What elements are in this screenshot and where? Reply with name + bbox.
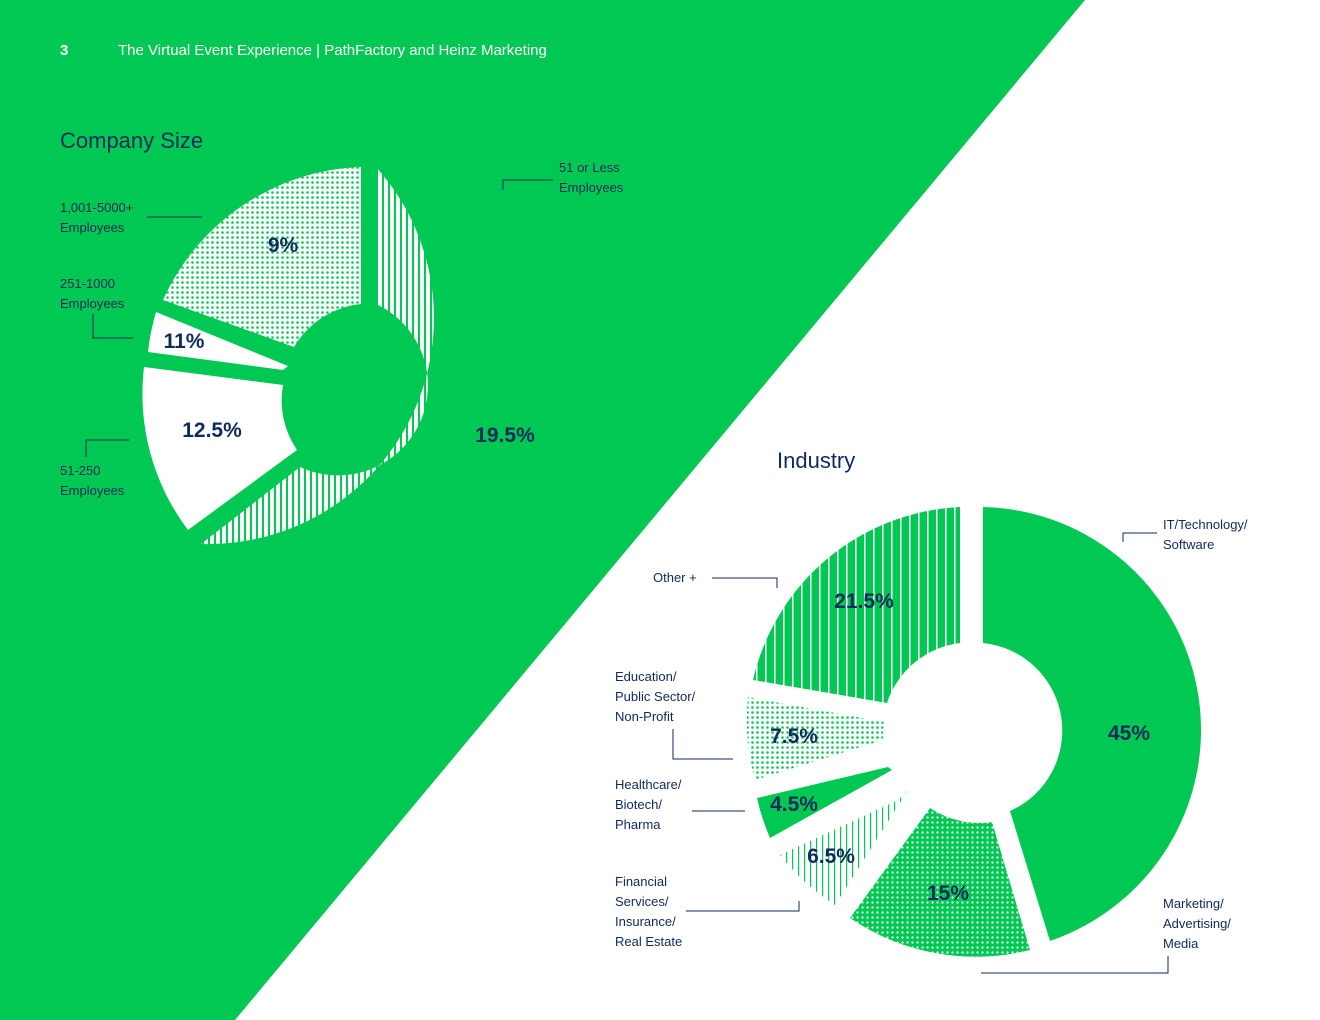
value-healthcare: 4.5%	[770, 793, 818, 816]
slice-1001-5000	[163, 167, 361, 347]
value-financial: 6.5%	[807, 845, 855, 868]
label-251-1000: 251-1000 Employees	[60, 276, 125, 311]
slice-51-250	[142, 367, 297, 530]
label-financial: Financial Services/ Insurance/ Real Esta…	[615, 874, 683, 949]
label-other: Other +	[653, 570, 697, 585]
label-education: Education/ Public Sector/ Non-Profit	[615, 669, 696, 724]
leader-other	[712, 577, 778, 588]
label-51-or-less: 51 or Less Employees	[559, 160, 624, 195]
value-251-1000: 11%	[164, 330, 205, 353]
value-1001-5000: 9%	[268, 234, 299, 257]
value-marketing: 15%	[927, 882, 969, 905]
slice-financial	[780, 790, 908, 905]
industry-leader-lines	[672, 532, 1169, 974]
leader-it-technology	[1122, 532, 1157, 542]
value-it-technology: 45%	[1108, 722, 1150, 745]
leader-251-1000	[92, 314, 133, 339]
slice-education	[746, 697, 884, 780]
value-51-250: 12.5%	[182, 419, 242, 442]
industry-title: Industry	[777, 448, 856, 473]
label-healthcare: Healthcare/ Biotech/ Pharma	[615, 777, 682, 832]
slice-other	[753, 507, 960, 703]
leader-financial	[686, 901, 800, 912]
document-title: The Virtual Event Experience | PathFacto…	[118, 42, 547, 59]
company-size-leader-lines	[85, 179, 553, 457]
value-education: 7.5%	[770, 725, 818, 748]
slice-healthcare	[757, 767, 892, 838]
label-marketing: Marketing/ Advertising/ Media	[1163, 896, 1231, 951]
label-it-technology: IT/Technology/ Software	[1163, 517, 1248, 552]
value-other: 21.5%	[834, 590, 894, 613]
value-51-or-less: 19.5%	[475, 424, 535, 447]
slice-251-1000	[148, 312, 288, 370]
company-size-donut: 19.5% 12.5% 11% 9%	[142, 167, 535, 545]
leader-51-250	[85, 439, 129, 457]
slice-it-technology	[983, 507, 1201, 941]
industry-donut: 45% 15% 6.5% 4.5% 7.5% 21.5%	[746, 507, 1201, 957]
page-number: 3	[60, 42, 69, 59]
leader-51-or-less	[502, 179, 553, 190]
label-1001-5000: 1,001-5000+ Employees	[60, 200, 134, 235]
company-size-title: Company Size	[60, 128, 204, 153]
label-51-250: 51-250 Employees	[60, 463, 125, 498]
leader-education	[672, 729, 733, 760]
leader-marketing	[981, 956, 1169, 974]
slice-marketing	[850, 808, 1030, 957]
